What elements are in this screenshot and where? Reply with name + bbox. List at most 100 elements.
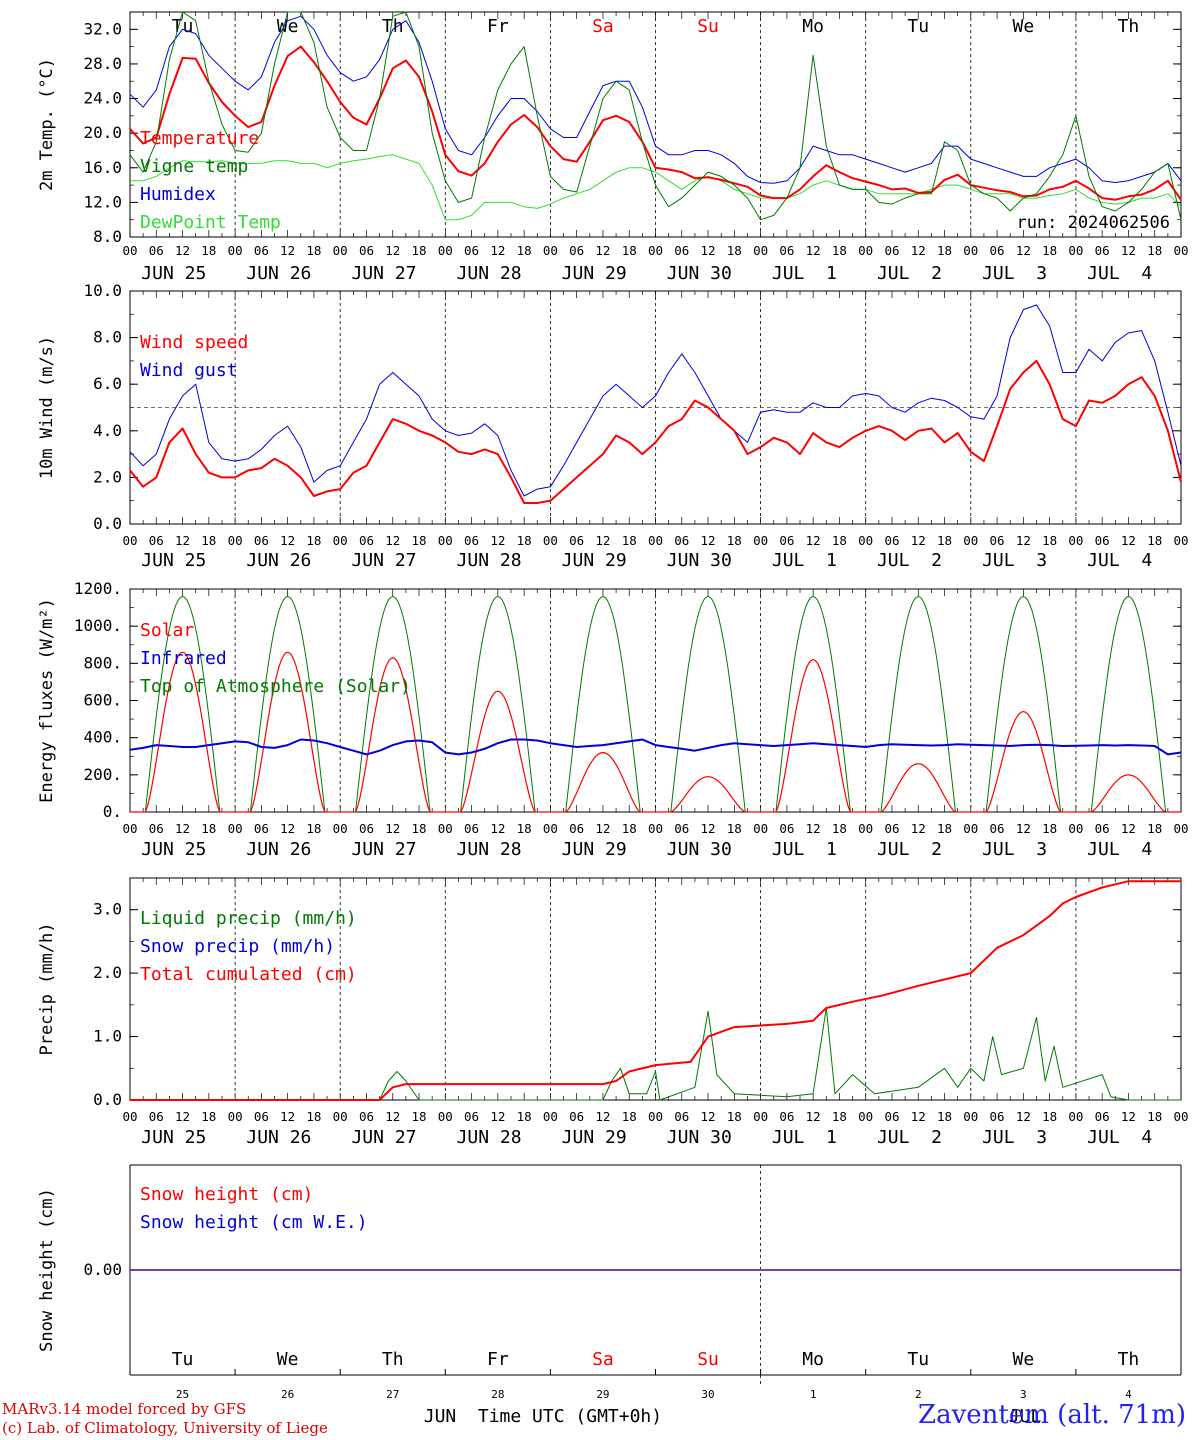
date-label: JUN 29 [562, 1127, 627, 1148]
y-tick-label: 24.0 [83, 89, 122, 108]
hour-label: 12 [280, 821, 295, 836]
hour-label: 06 [464, 821, 479, 836]
hour-label: 06 [884, 243, 899, 258]
y-tick-label: 32.0 [83, 19, 122, 38]
hour-label: 12 [175, 243, 190, 258]
date-label: JUN 25 [141, 550, 206, 571]
hour-label: 12 [595, 533, 610, 548]
y-axis-label: Energy fluxes (W/m²) [37, 598, 57, 803]
hour-label: 12 [701, 821, 716, 836]
y-tick-label: 2.0 [93, 963, 122, 982]
hour-label: 00 [228, 821, 243, 836]
hour-label: 06 [674, 533, 689, 548]
hour-label: 00 [122, 243, 137, 258]
hour-label: 12 [806, 243, 821, 258]
hour-label: 00 [1068, 821, 1083, 836]
hour-label: 18 [201, 1109, 216, 1124]
day-name: Tu [907, 1349, 929, 1370]
legend-solar: Solar [140, 620, 194, 641]
y-tick-label: 3.0 [93, 900, 122, 919]
hour-label: 18 [306, 1109, 321, 1124]
hour-label: 18 [1042, 1109, 1057, 1124]
hour-label: 18 [622, 1109, 637, 1124]
hour-label: 06 [149, 243, 164, 258]
model-credit-line2: (c) Lab. of Climatology, University of L… [2, 1419, 328, 1437]
hour-label: 12 [595, 821, 610, 836]
date-label: JUN 25 [141, 263, 206, 284]
y-tick-label: 0.0 [93, 514, 122, 533]
hour-label: 00 [858, 1109, 873, 1124]
date-label: JUL 3 [982, 263, 1047, 284]
day-name: Tu [172, 16, 194, 37]
y-tick-label: 8.0 [93, 328, 122, 347]
series-dewpoint-temp [130, 154, 1182, 221]
hour-label: 06 [254, 243, 269, 258]
hour-label: 00 [648, 1109, 663, 1124]
hour-label: 06 [1095, 1109, 1110, 1124]
hour-label: 00 [1173, 1109, 1188, 1124]
hour-label: 06 [254, 1109, 269, 1124]
y-axis-label: Precip (mm/h) [37, 922, 57, 1055]
hour-label: 18 [727, 821, 742, 836]
legend-snow-height-cm-: Snow height (cm) [140, 1184, 313, 1205]
month-label: JUL [1009, 1406, 1042, 1427]
date-label: JUN 29 [562, 839, 627, 860]
hour-label: 06 [569, 243, 584, 258]
hour-label: 06 [149, 821, 164, 836]
series-vigne-temp [129, 11, 1182, 221]
y-tick-label: 28.0 [83, 54, 122, 73]
hour-label: 00 [648, 821, 663, 836]
date-label: JUN 28 [457, 263, 522, 284]
day-name: We [1013, 1349, 1035, 1370]
date-label: JUN 25 [141, 1127, 206, 1148]
date-label: JUN 27 [351, 839, 416, 860]
y-tick-label: 1000. [74, 616, 122, 635]
hour-label: 18 [306, 243, 321, 258]
y-tick-label: 0.0 [93, 1090, 122, 1109]
day-name: Th [1118, 1349, 1140, 1370]
legend-temperature: Temperature [140, 128, 259, 149]
hour-label: 18 [517, 821, 532, 836]
date-label: JUN 25 [141, 839, 206, 860]
hour-label: 12 [1016, 1109, 1031, 1124]
hour-label: 00 [858, 243, 873, 258]
date-label: JUL 1 [772, 839, 837, 860]
y-tick-label: 1.0 [93, 1027, 122, 1046]
x-axis-label: Time UTC (GMT+0h) [478, 1406, 662, 1427]
hour-label: 18 [622, 533, 637, 548]
day-name: Fr [487, 1349, 509, 1370]
hour-label: 12 [701, 533, 716, 548]
hour-label: 06 [779, 243, 794, 258]
hour-label: 12 [490, 533, 505, 548]
series-humidex [129, 15, 1182, 184]
panel-3-frame [129, 588, 1182, 813]
date-label: JUL 3 [982, 839, 1047, 860]
date-label: JUN 27 [351, 263, 416, 284]
hour-label: 18 [1147, 533, 1162, 548]
hour-label: 18 [937, 821, 952, 836]
hour-label: 00 [963, 1109, 978, 1124]
hour-label: 06 [1095, 533, 1110, 548]
hour-label: 00 [753, 821, 768, 836]
day-number: 25 [176, 1388, 189, 1401]
hour-label: 18 [411, 1109, 426, 1124]
hour-label: 06 [359, 533, 374, 548]
date-label: JUL 4 [1087, 550, 1152, 571]
day-name: Fr [487, 16, 509, 37]
hour-label: 12 [701, 1109, 716, 1124]
day-number: 1 [810, 1388, 817, 1401]
y-tick-label: 16.0 [83, 158, 122, 177]
hour-label: 18 [201, 821, 216, 836]
hour-label: 06 [674, 1109, 689, 1124]
series-temperature [129, 45, 1182, 201]
legend-dewpoint-temp: DewPoint Temp [140, 212, 281, 233]
legend-liquid-precip-mm-h-: Liquid precip (mm/h) [140, 908, 357, 929]
day-number: 28 [491, 1388, 504, 1401]
legend-vigne-temp: Vigne temp [140, 156, 248, 177]
hour-label: 12 [385, 1109, 400, 1124]
hour-label: 12 [490, 1109, 505, 1124]
day-name: Su [697, 1349, 719, 1370]
hour-label: 12 [806, 821, 821, 836]
hour-label: 18 [306, 821, 321, 836]
hour-label: 18 [727, 1109, 742, 1124]
